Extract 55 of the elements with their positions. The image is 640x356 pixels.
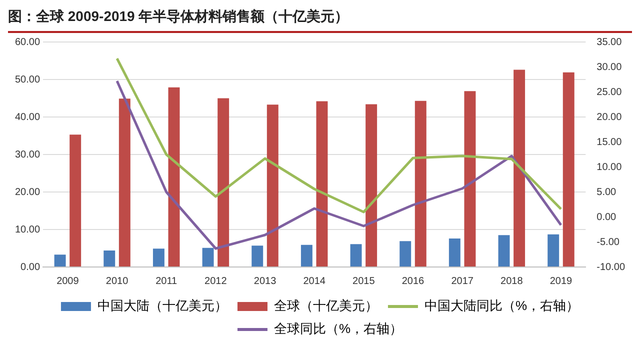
- bar: [366, 104, 378, 266]
- bar: [414, 100, 426, 266]
- x-tick-label: 2017: [451, 276, 474, 287]
- y-tick-label: 40.00: [14, 112, 40, 123]
- bar: [252, 246, 264, 266]
- y2-tick-label: 5.00: [596, 186, 617, 198]
- bar: [498, 235, 510, 266]
- bar: [70, 134, 82, 266]
- legend-label: 全球（十亿美元）: [274, 298, 378, 314]
- bar: [448, 238, 460, 266]
- bar: [464, 91, 476, 266]
- bar: [104, 250, 116, 266]
- y2-tick-label: 25.00: [596, 86, 622, 98]
- bar: [548, 234, 560, 266]
- y-tick-label: 50.00: [14, 74, 40, 86]
- bar: [118, 98, 130, 266]
- legend-label: 中国大陆同比（%，右轴）: [424, 298, 580, 314]
- bar: [218, 98, 230, 266]
- x-tick-label: 2018: [500, 276, 524, 287]
- bar: [54, 254, 66, 266]
- y2-tick-label: 35.00: [596, 36, 622, 48]
- y-tick-label: 30.00: [14, 149, 40, 160]
- bar: [168, 87, 180, 266]
- bar: [316, 101, 328, 266]
- bar: [300, 244, 312, 266]
- y-tick-label: 20.00: [14, 186, 40, 198]
- bar: [514, 70, 526, 266]
- y2-tick-label: 15.00: [596, 136, 622, 148]
- y2-tick-label: 10.00: [596, 162, 622, 173]
- bar: [562, 72, 574, 266]
- y-tick-label: 10.00: [14, 224, 40, 236]
- bar: [400, 241, 412, 266]
- x-tick-label: 2009: [56, 276, 80, 287]
- x-tick-label: 2010: [106, 276, 129, 287]
- y-tick-label: 60.00: [14, 36, 40, 48]
- x-tick-label: 2019: [550, 276, 573, 287]
- x-tick-label: 2014: [303, 276, 326, 287]
- x-tick-label: 2015: [352, 276, 376, 287]
- bar: [266, 104, 278, 266]
- legend-label: 全球同比（%，右轴）: [274, 321, 403, 336]
- y2-tick-label: 30.00: [596, 62, 622, 73]
- chart-title: 图：全球 2009-2019 年半导体材料销售额（十亿美元）: [8, 8, 632, 33]
- bar: [350, 244, 362, 266]
- y2-tick-label: -10.00: [596, 262, 626, 273]
- bar: [152, 248, 164, 266]
- y2-tick-label: 20.00: [596, 112, 622, 123]
- x-tick-label: 2011: [156, 276, 178, 287]
- legend-label: 中国大陆（十亿美元）: [97, 298, 228, 314]
- bar: [202, 248, 214, 266]
- x-tick-label: 2013: [254, 276, 277, 287]
- y2-tick-label: 0.00: [596, 212, 617, 223]
- x-tick-label: 2016: [402, 276, 425, 287]
- y2-tick-label: -5.00: [596, 236, 620, 248]
- y-tick-label: 0.00: [20, 262, 40, 273]
- x-tick-label: 2012: [204, 276, 228, 287]
